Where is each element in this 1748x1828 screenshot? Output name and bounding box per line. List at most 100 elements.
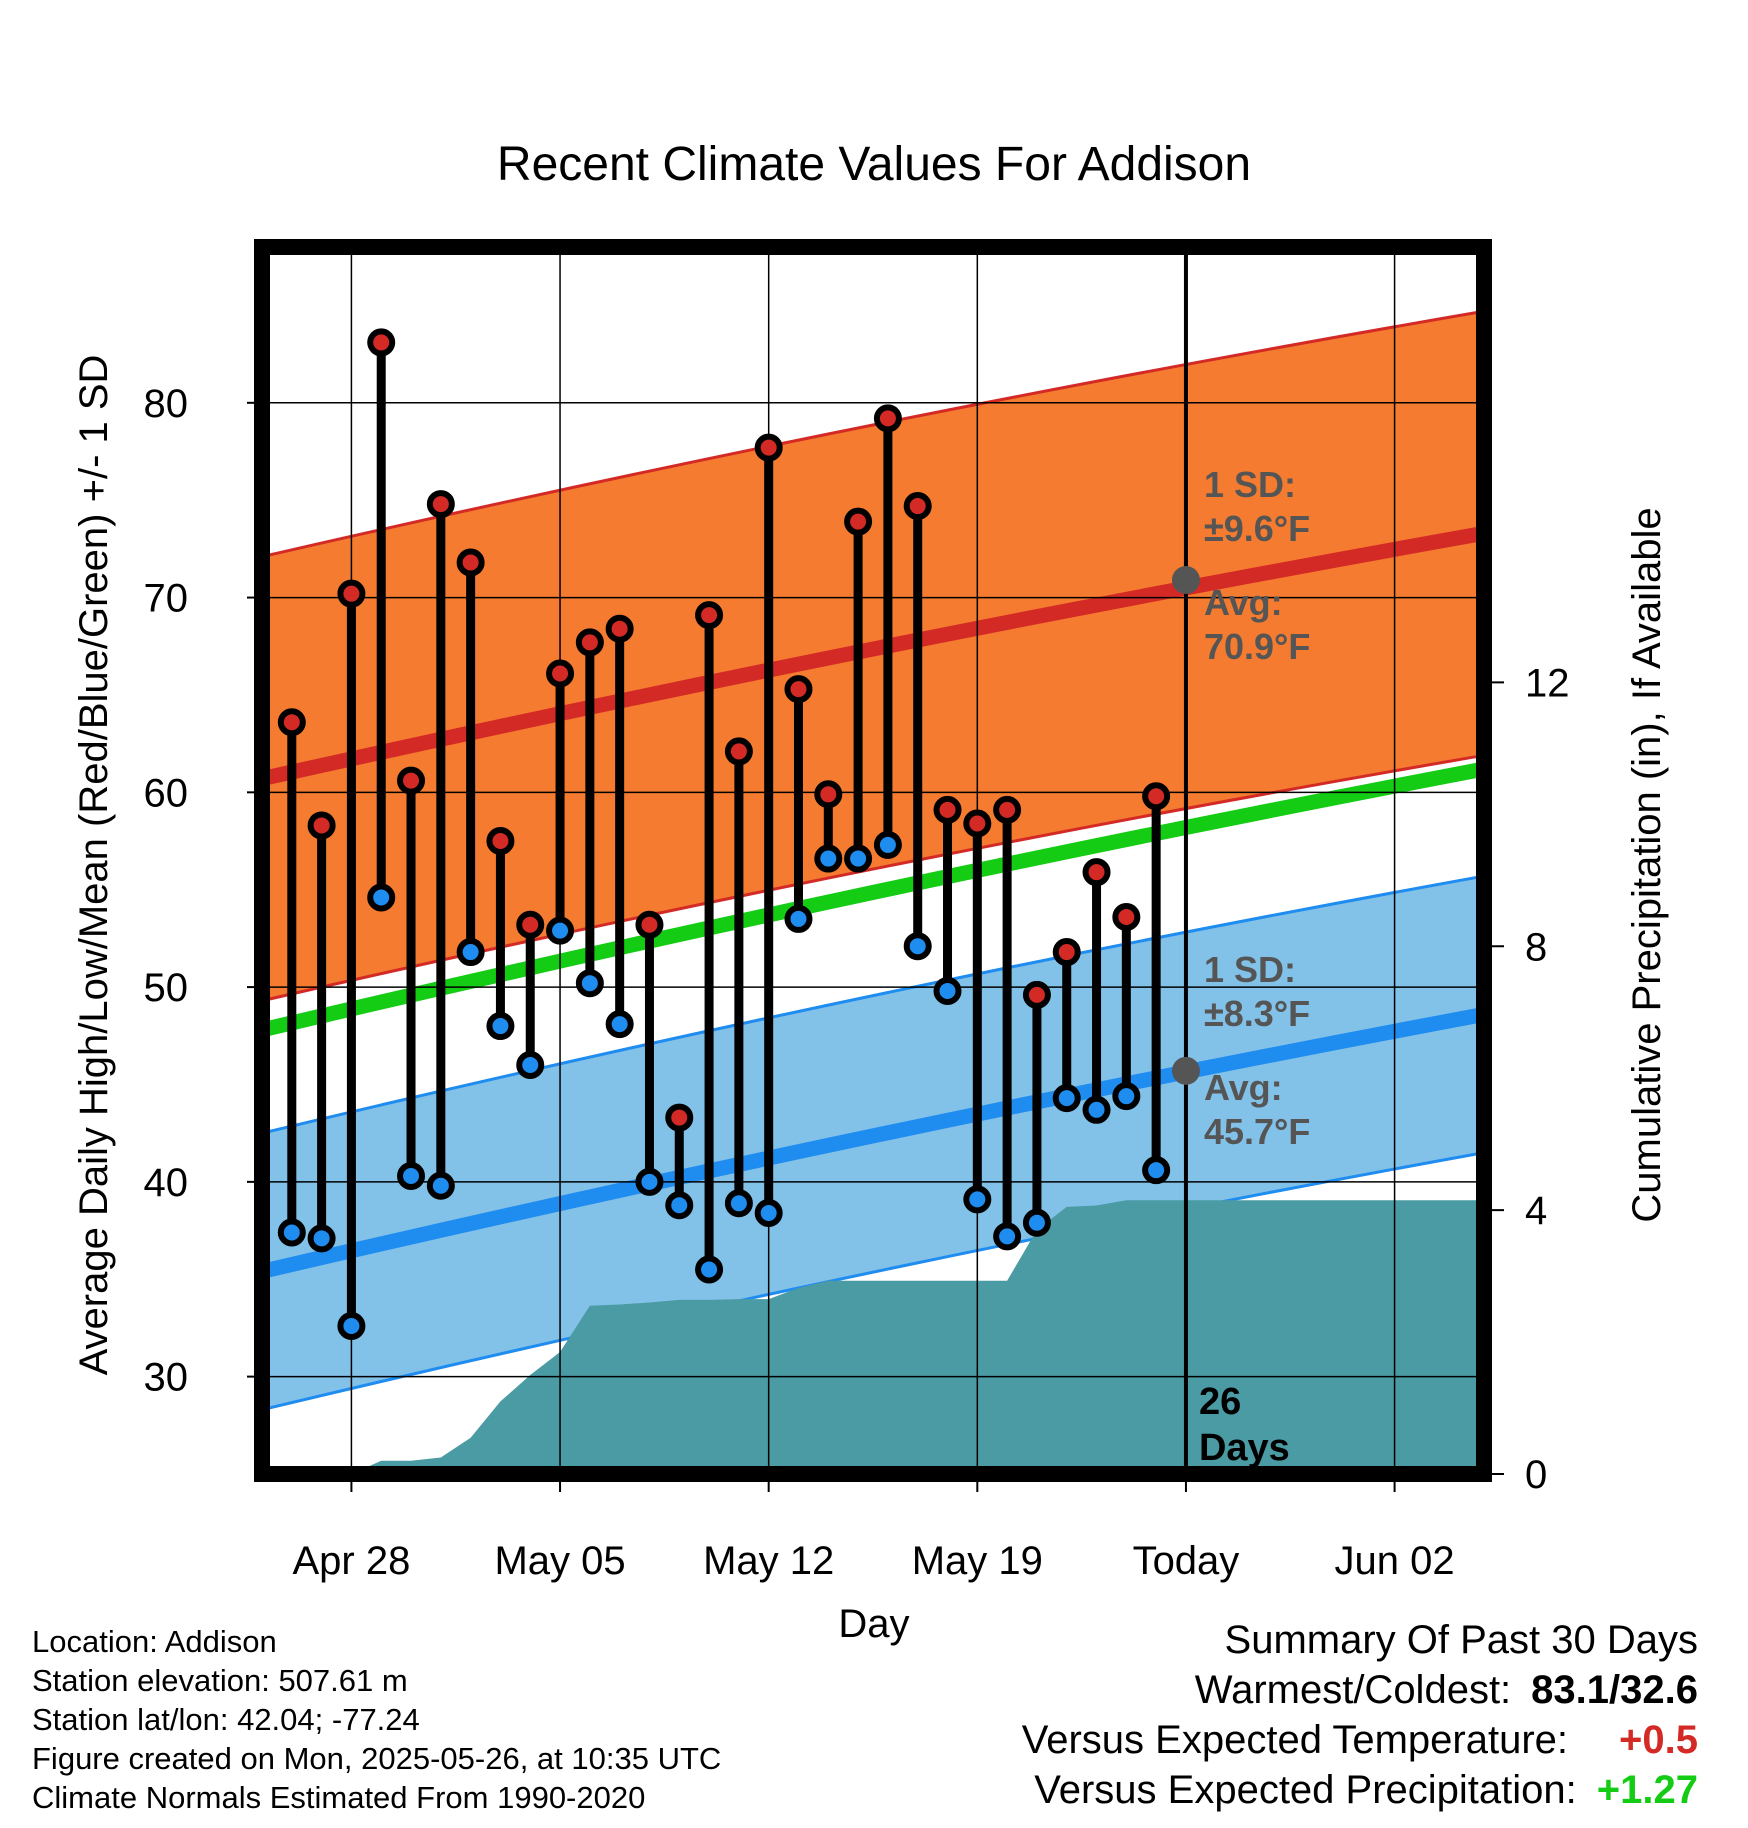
temp-label: Versus Expected Temperature: bbox=[1021, 1718, 1568, 1762]
low-point bbox=[665, 1191, 694, 1220]
low-point bbox=[963, 1185, 992, 1214]
low-sd-value: ±8.3°F bbox=[1204, 993, 1310, 1034]
x-tick-label: Jun 02 bbox=[1335, 1539, 1455, 1583]
high-point bbox=[575, 628, 604, 657]
elevation-text: Station elevation: 507.61 m bbox=[32, 1663, 408, 1698]
low-normal-line bbox=[260, 1006, 1486, 1279]
y2-tick-label: 12 bbox=[1525, 661, 1570, 705]
low-point bbox=[337, 1311, 366, 1340]
high-avg-value: 70.9°F bbox=[1204, 626, 1310, 667]
low-sd-title: 1 SD: bbox=[1204, 949, 1296, 990]
y-tick-label: 50 bbox=[144, 966, 189, 1010]
y-tick-label: 60 bbox=[144, 771, 189, 815]
low-point bbox=[1112, 1082, 1141, 1111]
summary-temp: Versus Expected Temperature: +0.5 bbox=[1022, 1715, 1698, 1765]
high-point bbox=[933, 795, 962, 824]
precip-label: Versus Expected Precipitation: bbox=[1034, 1768, 1577, 1812]
summary-panel: Summary Of Past 30 Days Warmest/Coldest:… bbox=[1022, 1615, 1698, 1815]
high-point bbox=[1052, 938, 1081, 967]
low-point bbox=[575, 969, 604, 998]
low-point bbox=[367, 883, 396, 912]
low-point bbox=[486, 1012, 515, 1041]
plot-frame bbox=[254, 239, 1492, 1482]
low-point bbox=[814, 844, 843, 873]
normals-text: Climate Normals Estimated From 1990-2020 bbox=[32, 1780, 646, 1815]
low-point bbox=[1142, 1156, 1171, 1185]
high-point bbox=[1112, 902, 1141, 931]
high-point bbox=[456, 548, 485, 577]
low-point bbox=[605, 1010, 634, 1039]
x-tick-label: Apr 28 bbox=[292, 1539, 410, 1583]
high-point bbox=[546, 659, 575, 688]
low-point bbox=[456, 938, 485, 967]
high-point bbox=[1082, 858, 1111, 887]
low-point bbox=[873, 830, 902, 859]
summary-precip: Versus Expected Precipitation: +1.27 bbox=[1022, 1765, 1698, 1815]
high-point bbox=[635, 910, 664, 939]
low-point bbox=[724, 1189, 753, 1218]
x-tick-label: May 05 bbox=[494, 1539, 625, 1583]
high-point bbox=[367, 328, 396, 357]
x-tick-label: Today bbox=[1133, 1539, 1240, 1583]
station-info: Location: Addison Station elevation: 507… bbox=[32, 1622, 721, 1817]
high-point bbox=[516, 910, 545, 939]
low-point bbox=[397, 1162, 426, 1191]
high-point bbox=[277, 708, 306, 737]
high-avg-title: Avg: bbox=[1204, 582, 1283, 623]
y-tick-label: 40 bbox=[144, 1161, 189, 1205]
precip-value: +1.27 bbox=[1596, 1768, 1698, 1812]
summary-warm-cold: Warmest/Coldest: 83.1/32.6 bbox=[1022, 1665, 1698, 1715]
low-point bbox=[695, 1255, 724, 1284]
latlon-text: Station lat/lon: 42.04; -77.24 bbox=[32, 1702, 420, 1737]
precip-area bbox=[351, 1200, 1484, 1474]
high-point bbox=[754, 433, 783, 462]
temp-value: +0.5 bbox=[1619, 1718, 1698, 1762]
low-point bbox=[993, 1222, 1022, 1251]
low-point bbox=[754, 1199, 783, 1228]
warm-cold-value: 83.1/32.6 bbox=[1531, 1668, 1698, 1712]
y2-axis-label: Cumulative Precipitation (in), If Availa… bbox=[1625, 507, 1669, 1222]
high-point bbox=[486, 827, 515, 856]
low-point bbox=[277, 1218, 306, 1247]
high-point bbox=[814, 780, 843, 809]
today-days-label: Days bbox=[1199, 1427, 1290, 1469]
created-text: Figure created on Mon, 2025-05-26, at 10… bbox=[32, 1741, 722, 1776]
high-point bbox=[963, 809, 992, 838]
low-point bbox=[635, 1167, 664, 1196]
chart-title: Recent Climate Values For Addison bbox=[497, 138, 1251, 191]
y-tick-label: 80 bbox=[144, 382, 189, 426]
low-point bbox=[546, 916, 575, 945]
low-sd-lower-edge bbox=[261, 1151, 1485, 1412]
high-point bbox=[695, 601, 724, 630]
location-text: Location: Addison bbox=[32, 1624, 277, 1659]
y-tick-label: 30 bbox=[144, 1356, 189, 1400]
high-sd-title: 1 SD: bbox=[1204, 464, 1296, 505]
high-point bbox=[1142, 782, 1171, 811]
high-point bbox=[426, 490, 455, 519]
high-point bbox=[307, 811, 336, 840]
high-point bbox=[337, 579, 366, 608]
today-days-number: 26 bbox=[1199, 1381, 1241, 1423]
low-point bbox=[1082, 1095, 1111, 1124]
y-axis-label: Average Daily High/Low/Mean (Red/Blue/Gr… bbox=[72, 355, 116, 1376]
high-point bbox=[605, 614, 634, 643]
low-point bbox=[307, 1224, 336, 1253]
y2-tick-label: 4 bbox=[1525, 1189, 1547, 1233]
high-sd-value: ±9.6°F bbox=[1204, 508, 1310, 549]
high-point bbox=[665, 1103, 694, 1132]
high-point bbox=[724, 737, 753, 766]
low-point bbox=[1052, 1084, 1081, 1113]
high-point bbox=[784, 675, 813, 704]
low-point bbox=[933, 976, 962, 1005]
low-point bbox=[844, 844, 873, 873]
high-point bbox=[993, 795, 1022, 824]
low-avg-marker bbox=[1171, 1056, 1200, 1085]
summary-title: Summary Of Past 30 Days bbox=[1224, 1618, 1698, 1662]
y-tick-label: 70 bbox=[144, 577, 189, 621]
warm-cold-label: Warmest/Coldest: bbox=[1194, 1668, 1512, 1712]
low-point bbox=[784, 904, 813, 933]
low-point bbox=[426, 1171, 455, 1200]
high-point bbox=[903, 492, 932, 521]
